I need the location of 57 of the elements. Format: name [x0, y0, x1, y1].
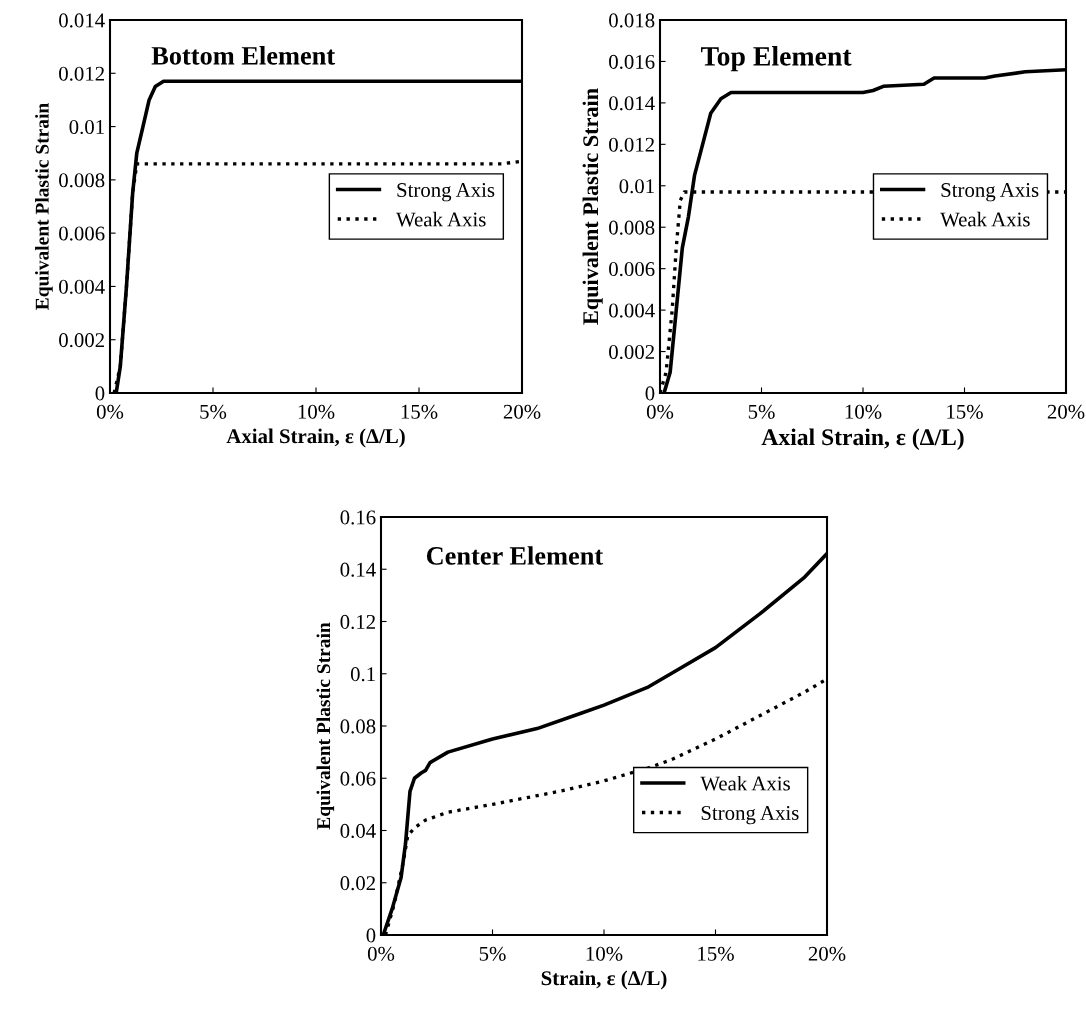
y-tick-label: 0.014 — [59, 13, 105, 28]
x-tick-label: 20% — [503, 404, 541, 419]
text: Bottom Element — [151, 46, 336, 65]
y-tick-label: 0.01 — [69, 119, 104, 135]
x-tick-label: 20% — [808, 946, 846, 961]
x-tick-label: 0% — [367, 946, 395, 961]
y-tick-label: 0.1 — [350, 667, 375, 682]
x-tick-label: 0% — [96, 404, 124, 419]
y-tick-label: 0.006 — [609, 262, 655, 277]
y-axis-title: Equivalent Plastic Strain — [316, 622, 335, 830]
x-tick-label: 10% — [845, 404, 882, 419]
x-tick-label: 20% — [1047, 404, 1085, 419]
legend-label: Strong Axis — [941, 183, 1039, 202]
y-tick-label: 0.012 — [609, 137, 654, 152]
text: Top Element — [701, 46, 852, 72]
y-tick-label: 0.004 — [609, 303, 655, 318]
x-tick-label: 5% — [200, 404, 227, 419]
x-tick-label: 15% — [698, 946, 734, 961]
y-tick-label: 0.16 — [340, 510, 376, 525]
y-tick-label: 0.002 — [59, 333, 104, 348]
y-tick-label: 0 — [645, 386, 655, 401]
legend-label: Weak Axis — [396, 211, 486, 227]
y-tick-label: 0.008 — [609, 220, 655, 235]
y-tick-label: 0.018 — [609, 13, 655, 28]
x-tick-label: 5% — [479, 946, 506, 961]
x-axis-title: Strain, ε (Δ/L) — [541, 970, 667, 990]
y-tick-label: 0.002 — [609, 344, 654, 360]
y-tick-label: 0.016 — [609, 54, 655, 69]
x-tick-label: 10% — [586, 946, 623, 961]
x-tick-label: 0% — [646, 404, 674, 419]
y-tick-label: 0.014 — [609, 96, 655, 111]
y-tick-label: 0.008 — [59, 173, 105, 188]
y-tick-label: 0 — [366, 928, 376, 943]
legend-label: Strong Axis — [701, 806, 799, 825]
y-tick-label: 0.012 — [59, 66, 104, 81]
y-axis-title: Equivalent Plastic Strain — [35, 103, 53, 310]
y-tick-label: 0.14 — [340, 562, 376, 577]
y-tick-label: 0.12 — [340, 614, 375, 630]
text: Center Element — [426, 546, 604, 565]
y-tick-label: 0.06 — [340, 771, 376, 786]
legend-label: Weak Axis — [700, 775, 790, 791]
y-tick-label: 0.08 — [340, 719, 376, 734]
legend-label: Strong Axis — [397, 183, 495, 202]
x-axis-title: Axial Strain, ε (Δ/L) — [761, 428, 964, 450]
x-tick-label: 15% — [947, 404, 983, 419]
y-tick-label: 0.02 — [340, 876, 375, 891]
y-tick-label: 0.004 — [59, 279, 105, 294]
y-tick-label: 0.01 — [619, 179, 654, 194]
y-tick-label: 0.006 — [59, 226, 105, 241]
y-tick-label: 0 — [95, 386, 105, 401]
y-tick-label: 0.04 — [340, 823, 376, 839]
x-tick-label: 10% — [298, 404, 335, 419]
x-tick-label: 5% — [748, 404, 775, 419]
y-axis-title: Equivalent Plastic Strain — [582, 88, 603, 325]
legend-label: Weak Axis — [940, 211, 1030, 227]
x-axis-title: Axial Strain, ε (Δ/L) — [226, 428, 405, 448]
x-tick-label: 15% — [401, 404, 438, 419]
